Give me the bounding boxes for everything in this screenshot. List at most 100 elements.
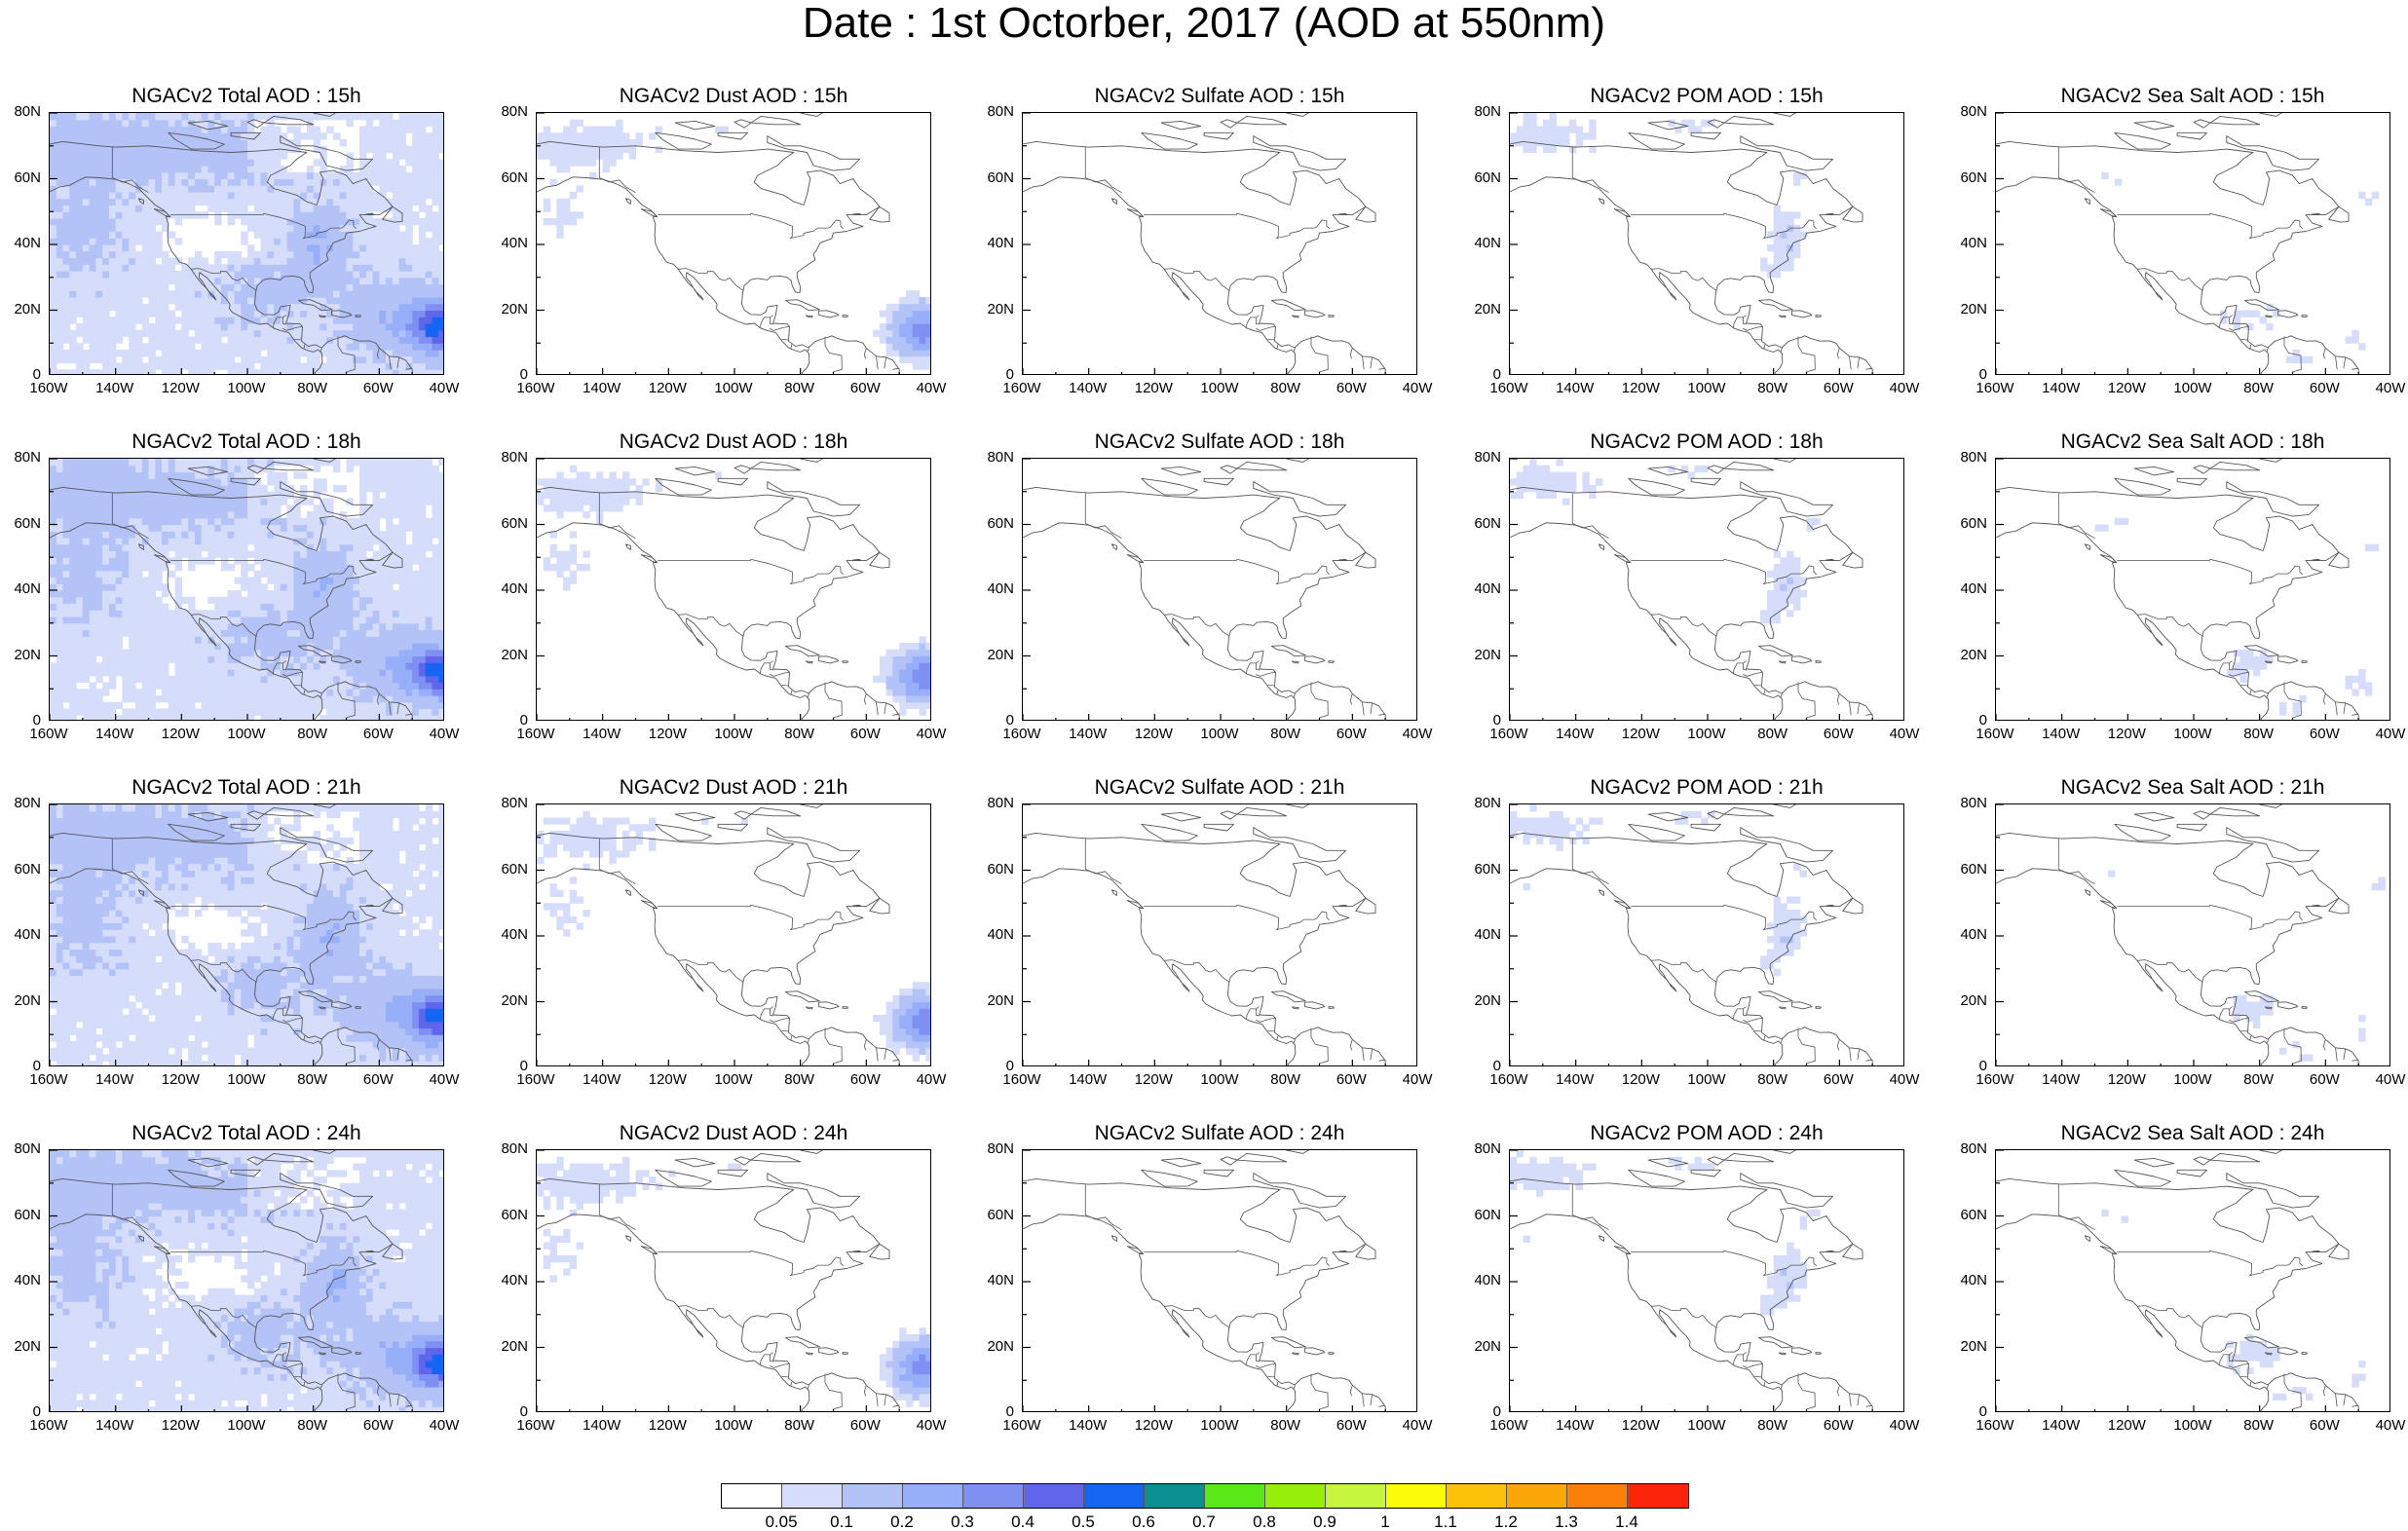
lon-tick-label: 160W <box>1002 1417 1041 1434</box>
map-plot-area <box>49 1149 444 1412</box>
aod-shading <box>50 804 443 1065</box>
aod-map <box>1023 113 1386 374</box>
lat-tick-label: 0 <box>1005 1403 1014 1420</box>
lat-tick-label: 80N <box>14 1140 41 1157</box>
lon-tick-label: 40W <box>1889 1417 1920 1434</box>
lon-tick-label: 160W <box>1002 1071 1041 1088</box>
coastline <box>537 804 900 1065</box>
lon-tick-label: 140W <box>2042 1071 2081 1088</box>
lon-tick-label: 80W <box>1757 1417 1788 1434</box>
colorbar-swatch <box>903 1484 963 1508</box>
lon-tick-label: 40W <box>916 380 947 396</box>
lat-tick-label: 40N <box>987 235 1014 251</box>
lon-tick-label: 100W <box>1687 380 1726 396</box>
lon-tick-label: 40W <box>1402 1071 1433 1088</box>
lon-tick-label: 140W <box>2042 726 2081 742</box>
colorbar-label: 0.9 <box>1313 1512 1336 1531</box>
lon-tick-label: 80W <box>784 726 815 742</box>
lon-tick-label: 60W <box>362 380 394 396</box>
colorbar-swatch <box>963 1484 1024 1508</box>
axis-ticks <box>1996 804 2359 1065</box>
map-plot-area <box>536 112 931 375</box>
colorbar-swatch <box>782 1484 843 1508</box>
lon-tick-label: 160W <box>516 1417 555 1434</box>
lat-tick-label: 40N <box>987 926 1014 943</box>
lat-tick-label: 0 <box>519 366 528 383</box>
panel-title: NGACv2 Sulfate AOD : 24h <box>1094 1122 1345 1144</box>
lat-tick-label: 20N <box>501 1337 528 1355</box>
aod-map <box>1510 113 1873 374</box>
lon-tick-label: 80W <box>784 1417 815 1434</box>
map-panel: NGACv2 Total AOD : 21h 80N 60N 40N 20N 0 160W 1… <box>0 776 459 1094</box>
lon-tick-label: 60W <box>1823 1417 1854 1434</box>
axis-ticks <box>537 113 900 374</box>
map-plot-area <box>49 112 444 375</box>
coastline <box>1996 113 2359 374</box>
lon-tick-label: 100W <box>1200 380 1239 396</box>
lon-tick-label: 100W <box>714 726 753 742</box>
panel-title: NGACv2 Total AOD : 24h <box>132 1122 361 1144</box>
lon-tick-label: 120W <box>1621 1071 1660 1088</box>
lon-tick-label: 140W <box>1556 380 1595 396</box>
lat-tick-label: 60N <box>987 514 1014 532</box>
aod-map <box>537 804 930 1065</box>
country-borders <box>2057 839 2359 1065</box>
colorbar-label: 0.1 <box>830 1512 853 1531</box>
map-plot-area <box>1022 1149 1417 1412</box>
colorbar-swatch <box>1447 1484 1507 1508</box>
lon-tick-label: 140W <box>1069 726 1108 742</box>
panel-title: NGACv2 Sea Salt AOD : 24h <box>2060 1122 2325 1144</box>
lon-tick-label: 80W <box>1270 726 1301 742</box>
lat-tick-label: 40N <box>1474 926 1501 943</box>
map-panel: NGACv2 Dust AOD : 24h 80N 60N 40N 20N 0 160W 14… <box>487 1122 946 1439</box>
lon-tick-label: 160W <box>516 380 555 396</box>
panel-title: NGACv2 Dust AOD : 18h <box>619 430 848 453</box>
colorbar-swatch <box>1145 1484 1205 1508</box>
lat-tick-label: 60N <box>1474 514 1501 532</box>
colorbar-swatch <box>1386 1484 1447 1508</box>
colorbar-swatch <box>1628 1484 1688 1508</box>
lon-tick-label: 80W <box>1757 726 1788 742</box>
aod-map <box>50 459 443 720</box>
map-plot-area <box>1509 803 1904 1066</box>
coastline <box>537 1150 900 1411</box>
colorbar-swatch <box>1024 1484 1084 1508</box>
lat-tick-label: 0 <box>1005 1058 1014 1074</box>
lon-tick-label: 120W <box>161 380 200 396</box>
lon-tick-label: 120W <box>161 1071 200 1088</box>
lat-tick-label: 80N <box>1474 1140 1501 1157</box>
country-borders <box>598 493 900 720</box>
lon-tick-label: 40W <box>429 1417 460 1434</box>
lon-tick-label: 80W <box>1270 380 1301 396</box>
lon-tick-label: 100W <box>714 1417 753 1434</box>
lon-tick-label: 40W <box>1402 1417 1433 1434</box>
lon-tick-label: 120W <box>1621 380 1660 396</box>
country-borders <box>1571 493 1873 720</box>
colorbar-swatch <box>1567 1484 1628 1508</box>
country-borders <box>1571 1184 1873 1411</box>
lon-tick-label: 100W <box>1200 1417 1239 1434</box>
lon-tick-label: 160W <box>1975 726 2014 742</box>
colorbar-label: 0.8 <box>1253 1512 1276 1531</box>
axis-ticks <box>50 113 413 374</box>
lon-tick-label: 80W <box>784 380 815 396</box>
panel-title: NGACv2 Dust AOD : 15h <box>619 85 848 107</box>
lon-tick-label: 60W <box>1336 1417 1367 1434</box>
lat-tick-label: 0 <box>1005 712 1014 728</box>
lat-tick-label: 80N <box>1474 449 1501 466</box>
lat-tick-label: 40N <box>1474 580 1501 597</box>
lon-tick-label: 100W <box>1200 1071 1239 1088</box>
lat-tick-label: 0 <box>1978 1058 1987 1074</box>
axis-ticks <box>1023 459 1386 720</box>
aod-shading <box>2108 870 2386 1062</box>
lat-tick-label: 60N <box>501 514 528 532</box>
lat-tick-label: 20N <box>501 991 528 1009</box>
map-panel: NGACv2 Sea Salt AOD : 18h 80N 60N 40N 20N 0 16… <box>1946 430 2405 748</box>
lat-tick-label: 80N <box>987 103 1014 120</box>
lat-tick-label: 60N <box>1474 1206 1501 1223</box>
lat-tick-label: 40N <box>501 580 528 597</box>
lat-tick-label: 40N <box>14 1272 41 1288</box>
lon-tick-label: 120W <box>1134 726 1173 742</box>
lat-tick-label: 60N <box>14 514 41 532</box>
lat-tick-label: 20N <box>1474 646 1501 663</box>
